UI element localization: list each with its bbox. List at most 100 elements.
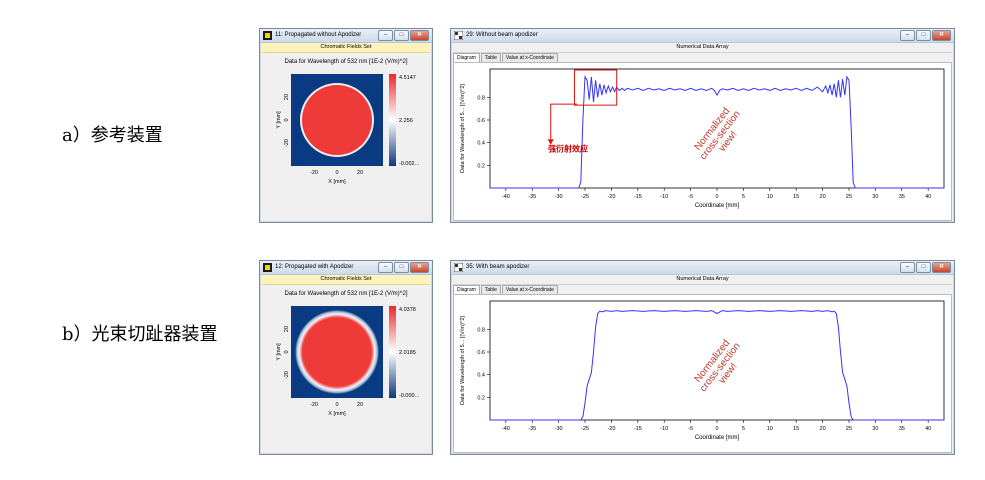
x-tick-label: -25 [581,426,589,432]
diagram-panel: -40 -35 -30 -25 -20 -15 -10 -5 0 5 10 15 20 25 30 35 40 0… [453,294,952,453]
x-tick: 20 [357,402,363,408]
close-button[interactable]: ✕ [932,262,951,273]
field-window-b-titlebar[interactable]: 12: Propagated with Apodizer – □ ✕ [260,261,432,275]
x-tick: 0 [335,402,338,408]
x-tick-label: 5 [742,194,745,200]
field-window-b[interactable]: 12: Propagated with Apodizer – □ ✕ Chrom… [259,260,433,455]
minimize-button[interactable]: – [378,30,393,41]
colorbar-mid: 2.0185 [399,350,416,356]
x-tick-label: 0 [715,194,718,200]
colorbar [389,306,396,398]
close-button[interactable]: ✕ [932,30,951,41]
y-axis-label: Data for Wavelength of 5... [(V/m)^2] [460,84,466,173]
x-tick-label: -30 [555,426,563,432]
x-tick-label: -10 [660,194,668,200]
x-tick-label: 10 [767,426,773,432]
close-button[interactable]: ✕ [410,30,429,41]
x-tick-label: -35 [528,426,536,432]
y-tick-label: 0.4 [477,373,485,379]
chart-app-icon [454,263,463,272]
maximize-button[interactable]: □ [394,262,409,273]
row-label-b: b）光束切趾器装置 [62,324,218,345]
highlight-box [573,69,618,106]
x-tick-label: 30 [872,426,878,432]
x-axis-label: Coordinate [mm] [695,203,740,209]
window-subtitle: Chromatic Fields Set [262,275,430,285]
window-title: 35: With beam apodizer [466,264,530,270]
window-subtitle: Chromatic Fields Set [262,43,430,53]
field-window-a-titlebar[interactable]: 11: Propagated without Apodizer – □ ✕ [260,29,432,43]
y-tick: -20 [284,139,290,147]
colorbar-min: -0.000... [399,393,420,399]
maximize-button[interactable]: □ [916,262,931,273]
chart-window-b-titlebar[interactable]: 35: With beam apodizer – □ ✕ [451,261,954,275]
x-tick: 0 [335,170,338,176]
x-tick: 20 [357,170,363,176]
x-tick-label: -30 [555,194,563,200]
colorbar-max: 4.0378 [399,307,416,313]
diagram-panel: -40 -35 -30 -25 -20 -15 -10 -5 0 5 10 15 20 25 30 35 40 0… [453,62,952,221]
colorbar-max: 4.5147 [399,75,416,81]
x-tick-label: -15 [634,194,642,200]
x-tick-label: -20 [607,426,615,432]
chart-window-b[interactable]: 35: With beam apodizer – □ ✕ Numerical D… [450,260,955,455]
window-title: 12: Propagated with Apodizer [275,264,354,270]
line-chart-a: -40 -35 -30 -25 -20 -15 -10 -5 0 5 10 15 20 25 30 35 40 0… [460,68,945,209]
chart-window-a-titlebar[interactable]: 29: Without beam apodizer – □ ✕ [451,29,954,43]
x-tick-label: -10 [660,426,668,432]
x-tick-label: 20 [820,426,826,432]
x-axis-label: X [mm] [328,179,346,185]
x-tick-label: -40 [502,426,510,432]
x-tick-label: 40 [925,194,931,200]
annotation-arrowhead [547,139,554,145]
plot-caption: Data for Wavelength of 532 nm [1E-2 (V/m… [284,291,408,297]
y-axis-label: Y [mm] [276,111,282,129]
minimize-button[interactable]: – [378,262,393,273]
tab-diagram[interactable]: Diagram [453,285,480,294]
tab-value-at-x[interactable]: Value at x-Coordinate [501,285,558,294]
y-tick: 0 [284,350,290,353]
chart-window-a[interactable]: 29: Without beam apodizer – □ ✕ Numerica… [450,28,955,223]
x-tick-label: -40 [502,194,510,200]
y-axis-label: Y [mm] [276,343,282,361]
x-tick-label: 20 [820,194,826,200]
window-subtitle: Numerical Data Array [453,275,952,285]
window-title: 29: Without beam apodizer [466,32,538,38]
close-button[interactable]: ✕ [410,262,429,273]
field-window-a[interactable]: 11: Propagated without Apodizer – □ ✕ Ch… [259,28,433,223]
window-subtitle: Numerical Data Array [453,43,952,53]
x-tick: -20 [310,402,318,408]
watermark-text: Normalizedcross-sectionview! [690,103,751,169]
colorbar [389,74,396,166]
plot-caption: Data for Wavelength of 532 nm [1E-2 (V/m… [284,59,408,65]
tab-diagram[interactable]: Diagram [453,53,480,62]
x-tick-label: 15 [793,194,799,200]
x-tick-label: -5 [688,426,693,432]
maximize-button[interactable]: □ [916,30,931,41]
x-tick-label: -5 [688,194,693,200]
maximize-button[interactable]: □ [394,30,409,41]
x-tick-label: 0 [715,426,718,432]
x-tick-label: -20 [607,194,615,200]
window-title: 11: Propagated without Apodizer [275,32,362,38]
y-tick: -20 [284,371,290,379]
tab-table[interactable]: Table [480,285,501,294]
minimize-button[interactable]: – [900,262,915,273]
series-line [490,75,944,189]
row-label-a: a）参考装置 [62,125,163,146]
x-tick-label: 30 [872,194,878,200]
x-axis-label: X [mm] [328,411,346,417]
y-tick-label: 0.2 [477,395,485,401]
annotation-arrow [550,103,578,140]
colorbar-mid: 2.256 [399,118,413,124]
y-tick-label: 0.4 [477,141,485,147]
watermark-text: Normalizedcross-sectionview! [690,335,751,401]
tab-value-at-x[interactable]: Value at x-Coordinate [501,53,558,62]
app-icon [263,263,272,272]
x-tick-label: 25 [846,426,852,432]
y-tick-label: 0.6 [477,350,485,356]
app-icon [263,31,272,40]
y-tick-label: 0.8 [477,327,485,333]
minimize-button[interactable]: – [900,30,915,41]
tab-table[interactable]: Table [480,53,501,62]
